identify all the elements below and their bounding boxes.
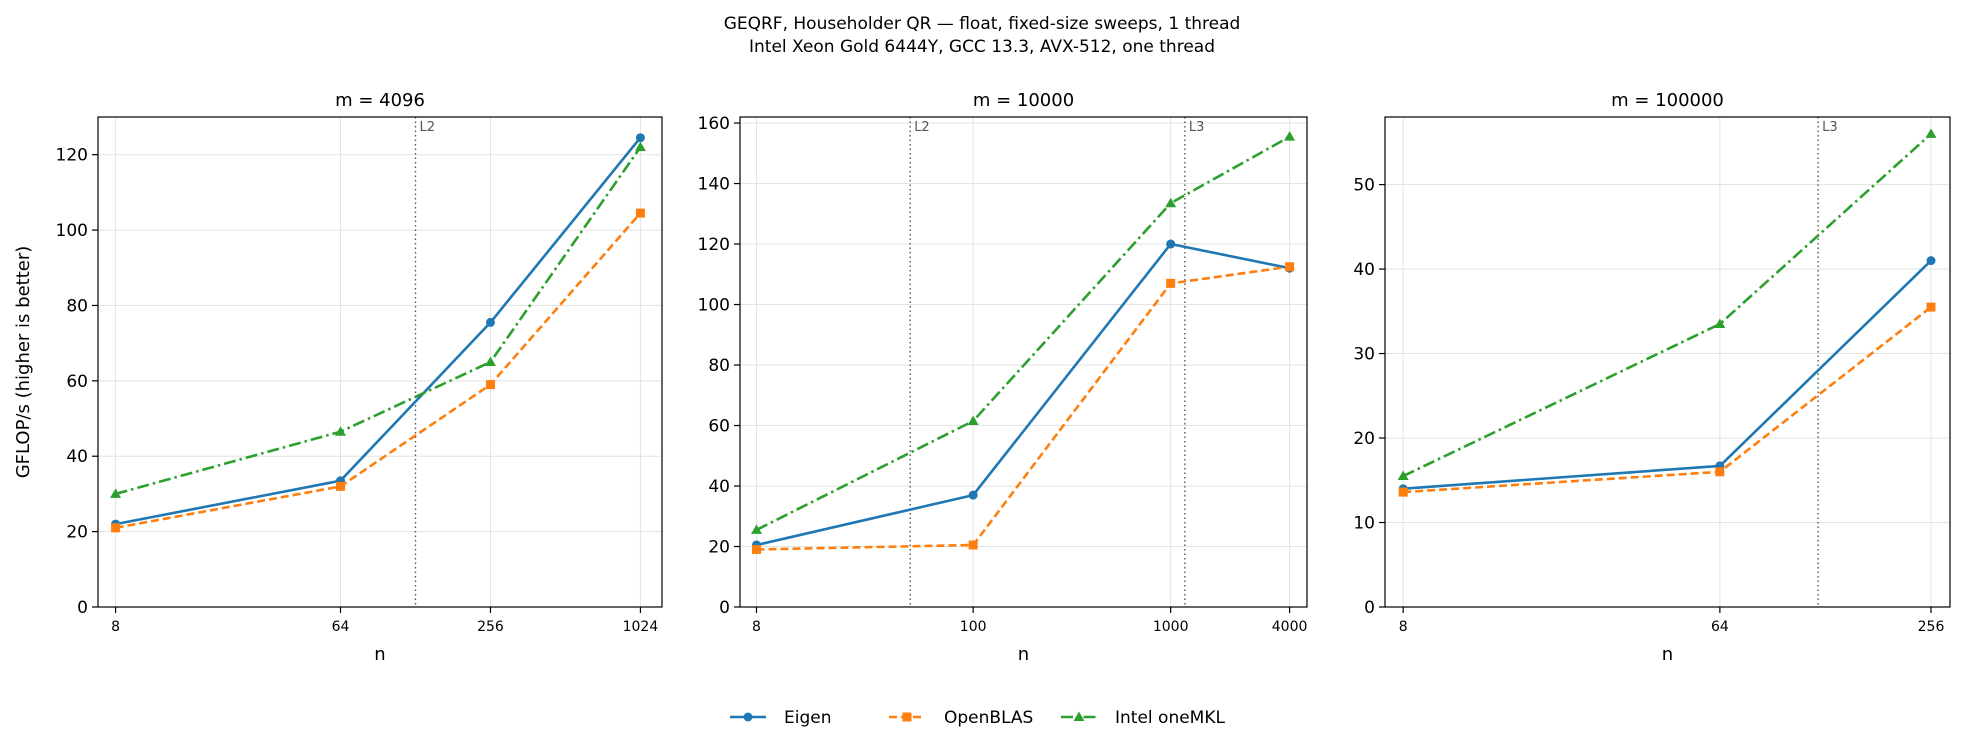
data-point-openblas: [111, 523, 121, 533]
data-point-intel-onemkl: [1925, 128, 1937, 138]
y-tick-label: 100: [56, 221, 88, 241]
data-point-openblas: [336, 481, 346, 491]
data-point-intel-onemkl: [967, 415, 979, 425]
series-line-intel-onemkl: [115, 146, 642, 496]
y-tick-label: 0: [77, 598, 88, 618]
series-line-eigen: [1403, 259, 1932, 490]
legend-label-intel-onemkl: Intel oneMKL: [1115, 708, 1225, 728]
panel-2: L2 L3 0 20 40 60 80 100 120 140 160 8 100 1000 4000 m =…: [698, 90, 1308, 665]
y-tick-label: 160: [698, 114, 730, 134]
data-point-openblas: [485, 380, 495, 390]
plot-frame: [1384, 116, 1951, 608]
data-point-intel-onemkl: [751, 524, 763, 534]
x-axis-label: n: [374, 644, 385, 665]
cache-label-l2: L2: [914, 120, 930, 135]
x-tick-label: 8: [752, 619, 761, 635]
panel-title: m = 10000: [973, 90, 1074, 111]
figure-title-line1: GEQRF, Householder QR — float, fixed-siz…: [724, 14, 1241, 34]
data-point-eigen: [1926, 256, 1936, 266]
y-tick-label: 80: [66, 296, 88, 316]
data-point-openblas: [1166, 278, 1176, 288]
y-tick-label: 120: [698, 235, 730, 255]
plot-frame: [97, 116, 663, 608]
data-point-intel-onemkl: [1284, 131, 1296, 141]
y-tick-label: 60: [66, 372, 88, 392]
y-tick-label: 0: [1364, 598, 1375, 618]
data-point-eigen: [635, 133, 645, 143]
legend-item-eigen: Eigen: [730, 708, 832, 728]
data-point-eigen: [485, 317, 495, 327]
cache-label-l3: L3: [1822, 120, 1838, 135]
panel-title: m = 4096: [335, 90, 425, 111]
x-tick-label: 256: [1918, 619, 1945, 635]
y-tick-label: 140: [698, 175, 730, 195]
x-tick-label: 4000: [1272, 619, 1308, 635]
x-tick-label: 8: [111, 619, 120, 635]
y-tick-label: 20: [708, 538, 730, 558]
series-line-intel-onemkl: [1402, 132, 1932, 478]
plot-frame: [739, 116, 1308, 608]
legend-label-eigen: Eigen: [784, 708, 832, 728]
series-line-eigen: [115, 136, 642, 526]
data-point-openblas: [968, 540, 978, 550]
data-point-intel-onemkl: [335, 426, 347, 436]
y-tick-label: 50: [1353, 176, 1375, 196]
data-point-openblas: [1398, 487, 1408, 497]
y-tick-label: 60: [708, 417, 730, 437]
y-tick-label: 40: [1353, 260, 1375, 280]
data-point-openblas: [752, 545, 762, 555]
y-tick-label: 100: [698, 296, 730, 316]
data-point-openblas: [1926, 302, 1936, 312]
y-tick-label: 40: [708, 477, 730, 497]
data-point-intel-onemkl: [484, 356, 496, 366]
x-tick-label: 256: [477, 619, 504, 635]
cache-label-l3: L3: [1189, 120, 1205, 135]
panel-3: L3 0 10 20 30 40 50 8 64 256 m = 100000 n: [1353, 90, 1951, 665]
series-line-intel-onemkl: [755, 135, 1291, 532]
y-tick-label: 30: [1353, 345, 1375, 365]
data-point-eigen: [968, 490, 978, 500]
data-point-intel-onemkl: [634, 141, 646, 152]
x-tick-label: 64: [332, 619, 350, 635]
series-line-openblas: [1403, 306, 1932, 494]
legend: Eigen OpenBLAS Intel oneMKL: [730, 708, 1225, 728]
legend-item-openblas: OpenBLAS: [889, 708, 1033, 728]
x-tick-label: 100: [960, 619, 987, 635]
series-line-openblas: [115, 212, 642, 530]
data-point-intel-onemkl: [110, 488, 122, 498]
series-line-eigen: [756, 242, 1290, 547]
x-tick-label: 1000: [1153, 619, 1189, 635]
y-tick-label: 0: [719, 598, 730, 618]
cache-label-l2: L2: [419, 120, 435, 135]
legend-label-openblas: OpenBLAS: [944, 708, 1033, 728]
data-point-openblas: [1715, 467, 1725, 477]
panel-1: L2 0 20 40 60 80 100 120 8 64 256 1024 m = 4096 n GFLO…: [13, 90, 663, 665]
y-tick-label: 20: [1353, 429, 1375, 449]
series-line-openblas: [756, 265, 1290, 551]
y-tick-label: 20: [66, 523, 88, 543]
x-tick-label: 8: [1399, 619, 1408, 635]
data-point-intel-onemkl: [1714, 318, 1726, 328]
y-tick-label: 40: [66, 447, 88, 467]
panel-title: m = 100000: [1611, 90, 1724, 111]
legend-item-intel-onemkl: Intel oneMKL: [1061, 708, 1225, 728]
x-axis-label: n: [1662, 644, 1673, 665]
x-axis-label: n: [1018, 644, 1029, 665]
y-tick-label: 80: [708, 356, 730, 376]
data-point-intel-onemkl: [1397, 470, 1409, 481]
x-tick-label: 1024: [623, 619, 659, 635]
data-point-eigen: [1166, 239, 1176, 249]
y-tick-label: 120: [56, 146, 88, 166]
x-tick-label: 64: [1711, 619, 1729, 635]
y-tick-label: 10: [1353, 514, 1375, 534]
y-axis-label: GFLOP/s (higher is better): [13, 246, 34, 479]
data-point-intel-onemkl: [1165, 197, 1177, 208]
figure-title-line2: Intel Xeon Gold 6444Y, GCC 13.3, AVX-512…: [749, 37, 1215, 57]
data-point-openblas: [1285, 262, 1295, 272]
data-point-openblas: [635, 208, 645, 218]
